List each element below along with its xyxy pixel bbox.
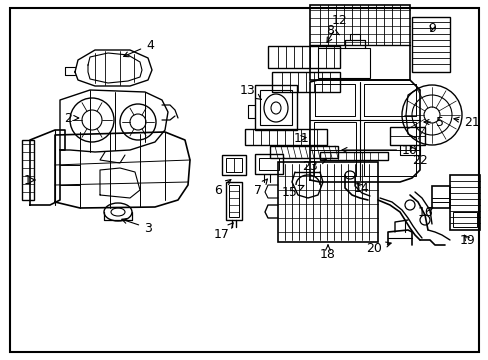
Text: 18: 18 xyxy=(320,245,335,261)
Text: 10: 10 xyxy=(341,144,417,157)
Bar xyxy=(319,152,387,160)
Text: 20: 20 xyxy=(366,242,390,255)
Text: 2: 2 xyxy=(64,112,79,125)
Text: 3: 3 xyxy=(122,219,152,234)
Text: 12: 12 xyxy=(326,14,347,42)
Bar xyxy=(313,122,355,176)
Bar xyxy=(389,127,424,145)
Bar xyxy=(269,146,337,158)
Bar xyxy=(449,175,479,230)
Bar xyxy=(259,158,279,170)
Bar xyxy=(225,158,242,172)
Text: 15: 15 xyxy=(282,185,304,198)
Bar xyxy=(244,129,326,145)
Text: 21: 21 xyxy=(453,116,479,129)
Text: 22: 22 xyxy=(409,146,427,166)
Text: 13: 13 xyxy=(240,84,261,99)
Text: 14: 14 xyxy=(353,181,369,194)
Bar xyxy=(267,46,339,68)
Text: 16: 16 xyxy=(417,206,433,219)
Text: 4: 4 xyxy=(123,39,154,57)
Text: 19: 19 xyxy=(459,234,475,247)
Text: 7: 7 xyxy=(253,179,267,197)
Bar xyxy=(411,17,449,72)
Bar xyxy=(222,155,245,175)
Bar xyxy=(363,122,415,176)
Text: 23: 23 xyxy=(302,159,325,172)
Bar xyxy=(228,185,239,217)
Bar xyxy=(22,140,34,200)
Bar xyxy=(271,72,339,92)
Bar xyxy=(254,85,296,130)
Bar xyxy=(278,162,377,242)
Bar xyxy=(431,186,449,208)
Bar xyxy=(225,182,242,220)
Text: 1: 1 xyxy=(24,174,35,186)
Bar xyxy=(452,212,476,227)
Text: 11: 11 xyxy=(293,131,309,144)
Text: 5: 5 xyxy=(423,116,443,129)
Bar xyxy=(309,5,409,80)
Text: 9: 9 xyxy=(427,22,435,35)
Bar xyxy=(254,154,283,174)
Text: 6: 6 xyxy=(214,180,230,197)
Bar xyxy=(317,48,369,78)
Text: 17: 17 xyxy=(214,223,233,242)
Text: 8: 8 xyxy=(325,23,339,36)
Bar xyxy=(260,90,291,125)
